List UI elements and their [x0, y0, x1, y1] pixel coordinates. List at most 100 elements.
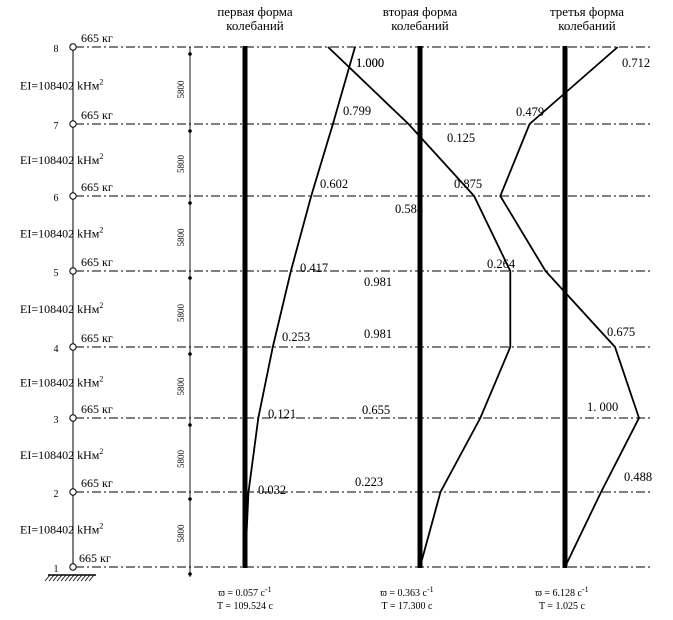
mode-value-label: 0.981 [364, 275, 392, 289]
mode-value-label: 0.712 [622, 56, 650, 70]
dimension-tick [188, 352, 192, 356]
mode-value-label: 0.875 [454, 177, 482, 191]
mode-value-label: 0.223 [355, 475, 383, 489]
mode-value-label: 0.602 [320, 177, 348, 191]
dimension-tick [188, 52, 192, 56]
period-value: T = 1.025 с [539, 601, 586, 612]
frequency-value: ϖ = 0.363 с [380, 588, 427, 599]
mode-value-label: 0.981 [364, 327, 392, 341]
support-hatch [44, 574, 51, 582]
mode-value-label: 1.000 [356, 56, 384, 70]
mode-value-label: 0.479 [516, 105, 544, 119]
floor-number: 2 [54, 489, 59, 500]
stiffness-text: EI=108402 kHм [20, 153, 100, 167]
stiffness-text: EI=108402 kHм [20, 227, 100, 241]
span-dimension: 5800 [176, 450, 186, 469]
stiffness-text: EI=108402 kHм [20, 79, 100, 93]
support-hatch [84, 574, 91, 582]
dimension-tick [188, 497, 192, 501]
mode-shape-line [244, 46, 356, 568]
mass-node [69, 488, 77, 496]
floor-number: 6 [54, 193, 59, 204]
stiffness-text: EI=108402 kHм [20, 376, 100, 390]
mass-label: 665 кг [81, 476, 113, 490]
stiffness-label: EI=108402 kHм2 [20, 447, 103, 462]
mode-title: вторая форма [383, 4, 458, 19]
frequency-unit-exponent: -1 [427, 585, 434, 594]
mode-value-label: 1.000 [356, 56, 384, 70]
span-dimension: 5800 [176, 377, 186, 396]
mode-value-label: 0.655 [362, 403, 390, 417]
stiffness-exponent: 2 [99, 78, 103, 87]
mode-title: колебаний [391, 18, 449, 33]
mode-title: колебаний [558, 18, 616, 33]
stiffness-exponent: 2 [99, 301, 103, 310]
support-hatch [56, 574, 63, 582]
mode-value-label: 0.253 [282, 330, 310, 344]
circular-frequency: ϖ = 0.363 с-1 [380, 585, 433, 599]
mass-node [69, 563, 77, 571]
mode-shape-line [499, 46, 640, 568]
mode-value-label: 0.675 [607, 325, 635, 339]
stiffness-exponent: 2 [99, 375, 103, 384]
stiffness-exponent: 2 [99, 522, 103, 531]
frequency-value: ϖ = 0.057 с [218, 588, 265, 599]
mass-label: 665 кг [81, 108, 113, 122]
mass-node [69, 343, 77, 351]
mode-value-label: 0.264 [487, 257, 516, 271]
stiffness-label: EI=108402 kHм2 [20, 522, 103, 537]
mode-value-label: 0.799 [343, 104, 371, 118]
support-hatch [60, 574, 67, 582]
mode-value-label: 0.417 [300, 261, 328, 275]
support-hatch [80, 574, 87, 582]
stiffness-text: EI=108402 kHм [20, 523, 100, 537]
mode-shape-line [327, 46, 512, 568]
stiffness-exponent: 2 [99, 226, 103, 235]
dimension-tick [188, 201, 192, 205]
mass-node [69, 120, 77, 128]
stiffness-label: EI=108402 kHм2 [20, 301, 103, 316]
mode-title: колебаний [226, 18, 284, 33]
floor-number: 4 [54, 344, 59, 355]
support-hatch [72, 574, 79, 582]
span-dimension: 5800 [176, 155, 186, 174]
span-dimension: 5800 [176, 228, 186, 247]
stiffness-exponent: 2 [99, 447, 103, 456]
support-hatch [48, 574, 55, 582]
stiffness-label: EI=108402 kHм2 [20, 78, 103, 93]
mode-value-label: 1. 000 [587, 400, 618, 414]
floor-number: 8 [54, 44, 59, 55]
frequency-value: ϖ = 6.128 с [535, 588, 582, 599]
stiffness-label: EI=108402 kHм2 [20, 375, 103, 390]
mass-label: 665 кг [81, 402, 113, 416]
mass-label: 665 кг [81, 31, 113, 45]
span-dimension: 5800 [176, 524, 186, 543]
mode-value-label: 0.588 [395, 202, 423, 216]
dimension-tick [188, 572, 192, 576]
circular-frequency: ϖ = 0.057 с-1 [218, 585, 271, 599]
span-dimension: 5800 [176, 304, 186, 323]
support-hatch [88, 574, 95, 582]
mode-2: 1.000 0.125 0.588 0.981 0.981 0.655 0.223 [327, 46, 512, 568]
support-hatch [64, 574, 71, 582]
circular-frequency: ϖ = 6.128 с-1 [535, 585, 588, 599]
dimension-tick [188, 129, 192, 133]
mode-title: первая форма [217, 4, 293, 19]
floor-number: 1 [54, 564, 59, 575]
support-hatch [76, 574, 83, 582]
stiffness-label: EI=108402 kHм2 [20, 226, 103, 241]
period-value: T = 109.524 с [217, 601, 274, 612]
floor-number: 7 [54, 121, 59, 132]
mass-node [69, 267, 77, 275]
mass-node [69, 192, 77, 200]
stiffness-text: EI=108402 kHм [20, 302, 100, 316]
stiffness-label: EI=108402 kHм2 [20, 152, 103, 167]
span-dimension: 5800 [176, 80, 186, 99]
mass-label: 665 кг [81, 255, 113, 269]
mode-value-label: 0.121 [268, 407, 296, 421]
floor-number: 3 [54, 415, 59, 426]
support-hatch [68, 574, 75, 582]
frequency-unit-exponent: -1 [265, 585, 272, 594]
mass-label: 665 кг [79, 551, 111, 565]
